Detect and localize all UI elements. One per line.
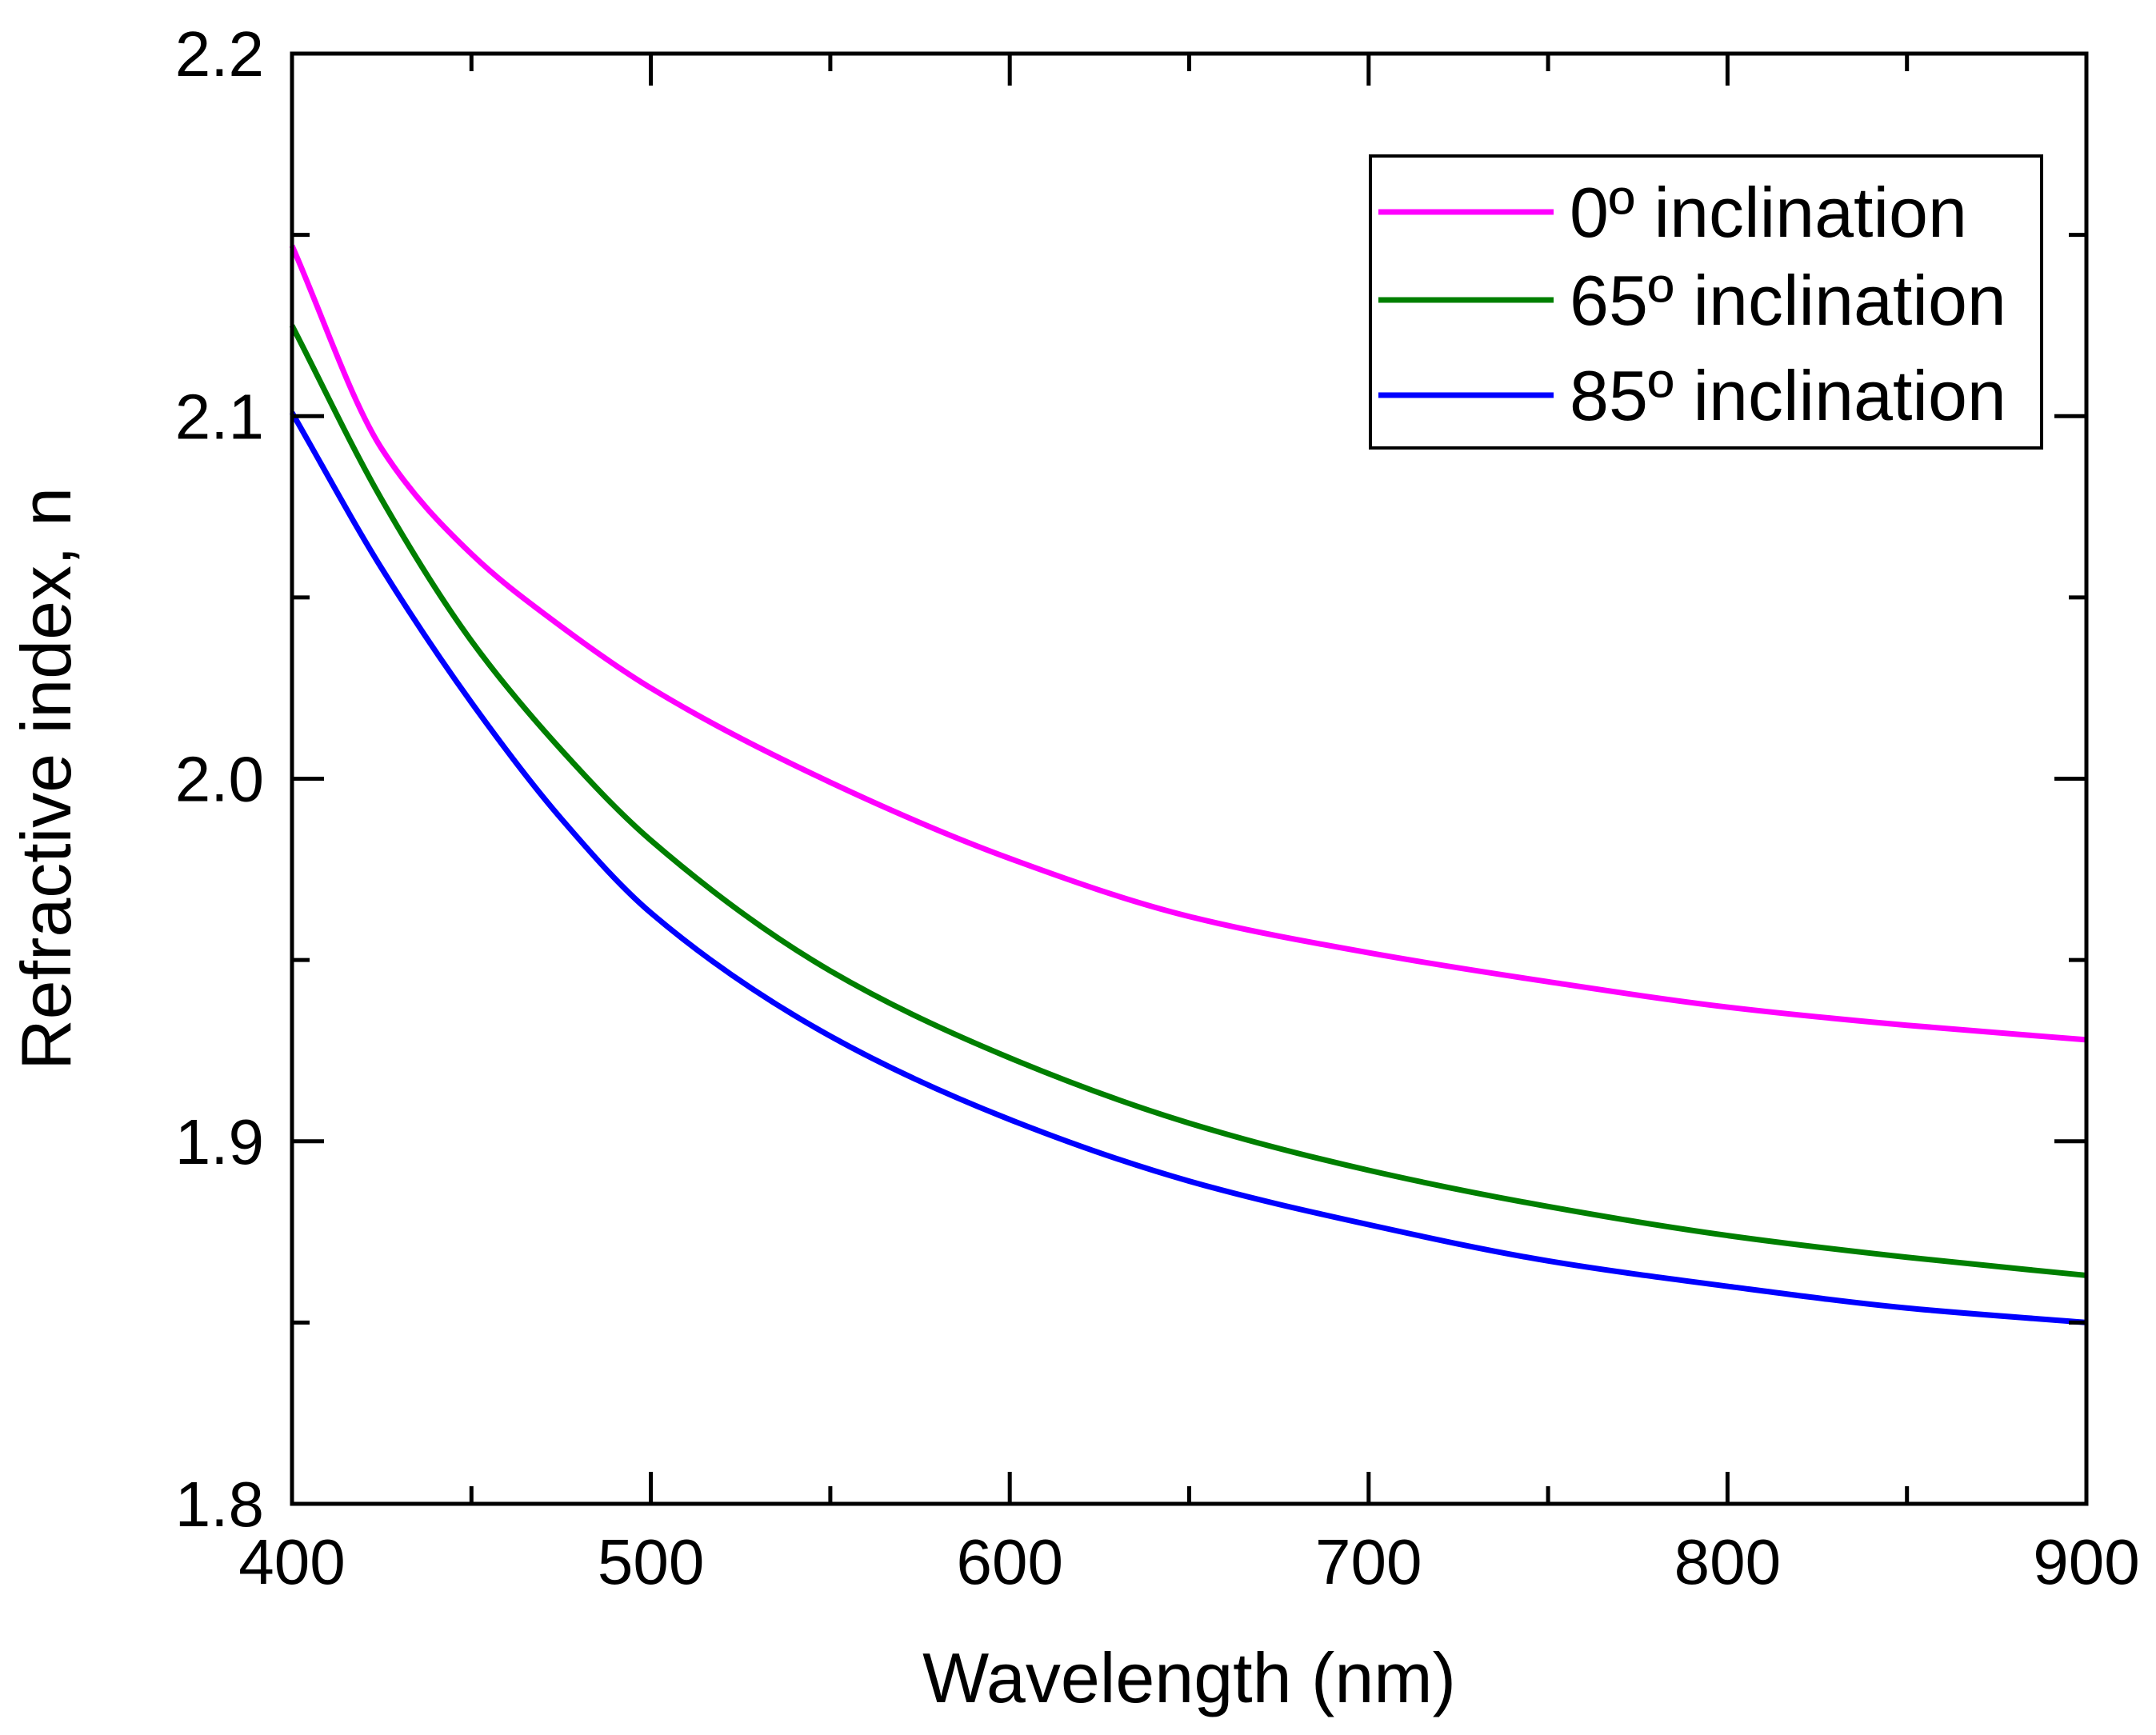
series-65-inclination-line (289, 324, 2087, 1278)
y-tick-label: 1.8 (175, 1469, 264, 1540)
x-tick-label: 700 (1315, 1526, 1422, 1597)
tick-labels: 400 500 600 700 800 900 1.8 1.9 2.0 2.1 2.2 (175, 18, 2140, 1597)
series-85-inclination-line (289, 410, 2087, 1325)
plot-lines (289, 244, 2087, 1325)
y-tick-label: 2.0 (175, 744, 264, 815)
y-tick-label: 1.9 (175, 1106, 264, 1177)
x-tick-label: 400 (238, 1526, 345, 1597)
series-0-inclination-line (289, 244, 2087, 1043)
legend-label-0-inclination: 0º inclination (1570, 173, 1967, 252)
legend-label-85-inclination: 85º inclination (1570, 356, 2006, 435)
plot-frame (290, 51, 2089, 1506)
x-tick-label: 900 (2033, 1526, 2139, 1597)
x-tick-label: 500 (598, 1526, 704, 1597)
x-tick-label: 600 (956, 1526, 1062, 1597)
x-axis-title: Wavelength (nm) (922, 1638, 1456, 1717)
y-axis-title: Refractive index, n (6, 487, 86, 1070)
y-tick-label: 2.2 (175, 18, 264, 90)
y-tick-label: 2.1 (175, 381, 264, 452)
legend-label-65-inclination: 65º inclination (1570, 261, 2006, 340)
legend: 0º inclination 65º inclination 85º incli… (1369, 154, 2043, 450)
x-tick-label: 800 (1674, 1526, 1781, 1597)
